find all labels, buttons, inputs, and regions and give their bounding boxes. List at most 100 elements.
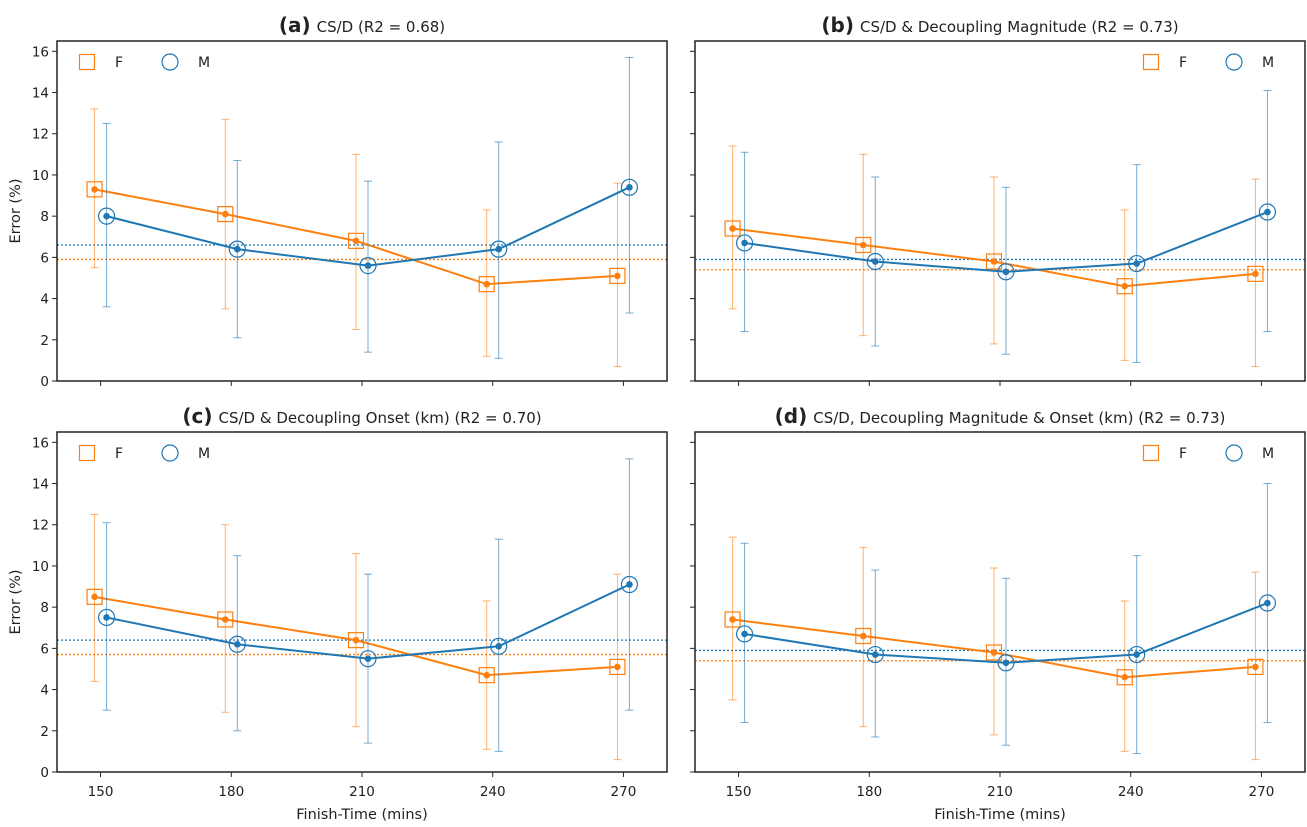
data-point-marker bbox=[609, 658, 626, 676]
x-tick-label: 270 bbox=[1249, 784, 1275, 800]
data-point-marker bbox=[997, 263, 1015, 281]
data-point bbox=[1121, 673, 1129, 681]
data-point bbox=[626, 581, 633, 588]
data-point-marker bbox=[478, 276, 495, 293]
data-point bbox=[1133, 651, 1141, 658]
series-m bbox=[735, 89, 1277, 363]
legend-marker bbox=[161, 53, 179, 71]
data-point-marker bbox=[97, 207, 116, 225]
y-tick-label: 2 bbox=[40, 724, 49, 740]
data-point-marker bbox=[985, 644, 1003, 661]
data-point bbox=[614, 663, 621, 671]
data-point-marker bbox=[1247, 265, 1264, 282]
y-tick-label: 10 bbox=[32, 168, 49, 184]
y-tick-label: 16 bbox=[32, 44, 49, 60]
legend-label: M bbox=[1262, 446, 1274, 462]
data-point bbox=[1121, 282, 1129, 290]
x-tick-label: 180 bbox=[218, 784, 244, 800]
x-axis-label: Finish-Time (mins) bbox=[296, 807, 427, 823]
legend-marker bbox=[1142, 444, 1160, 462]
legend-marker bbox=[1225, 444, 1243, 462]
data-point bbox=[483, 280, 491, 288]
data-point bbox=[221, 210, 229, 218]
data-point bbox=[859, 632, 867, 640]
y-tick-label: 12 bbox=[32, 518, 49, 534]
panel-title: (b) CS/D & Decoupling Magnitude (R2 = 0.7… bbox=[821, 13, 1178, 37]
series-f bbox=[86, 513, 626, 761]
data-point-marker bbox=[347, 232, 365, 249]
panel-title-text: CS/D & Decoupling Onset (km) (R2 = 0.70) bbox=[218, 409, 541, 427]
legend-label: F bbox=[1179, 55, 1187, 71]
data-point-marker bbox=[347, 632, 365, 649]
plot-frame bbox=[694, 40, 1306, 382]
data-point-marker bbox=[735, 234, 754, 252]
legend-marker bbox=[78, 444, 96, 462]
data-point-marker bbox=[724, 611, 741, 628]
y-tick-label: 16 bbox=[32, 435, 49, 451]
panel-letter: (d) bbox=[775, 404, 808, 428]
plot-frame bbox=[694, 431, 1306, 773]
data-point-marker bbox=[1128, 645, 1146, 664]
data-point-marker bbox=[217, 611, 234, 628]
data-point bbox=[233, 640, 241, 648]
series-m bbox=[97, 458, 639, 752]
data-point-marker bbox=[1116, 669, 1133, 686]
data-point-marker bbox=[359, 650, 377, 668]
panel-letter: (c) bbox=[182, 404, 212, 428]
data-point-marker bbox=[985, 253, 1003, 270]
data-point-marker bbox=[228, 240, 246, 258]
data-point bbox=[364, 262, 372, 269]
data-point-marker bbox=[620, 178, 639, 196]
panel-letter: (a) bbox=[279, 13, 311, 37]
panel-title-text: CS/D, Decoupling Magnitude & Onset (km) … bbox=[813, 409, 1225, 427]
data-point-marker bbox=[217, 205, 234, 223]
data-point bbox=[221, 616, 229, 623]
data-point-marker bbox=[490, 240, 508, 258]
plot-frame bbox=[56, 431, 668, 773]
data-point bbox=[233, 245, 241, 253]
data-point bbox=[1252, 270, 1259, 278]
x-tick-label: 240 bbox=[480, 784, 506, 800]
panel-title-text: CS/D (R2 = 0.68) bbox=[317, 18, 446, 36]
panel-title: (d) CS/D, Decoupling Magnitude & Onset (k… bbox=[775, 404, 1226, 428]
data-point-marker bbox=[490, 637, 508, 655]
y-tick-label: 10 bbox=[32, 559, 49, 575]
data-point bbox=[729, 616, 736, 623]
data-point bbox=[91, 593, 98, 601]
data-point-marker bbox=[478, 667, 495, 684]
data-point-marker bbox=[228, 635, 246, 653]
data-point bbox=[364, 655, 372, 662]
data-point bbox=[103, 212, 110, 220]
data-point bbox=[614, 272, 621, 280]
data-point-marker bbox=[609, 267, 626, 285]
data-point bbox=[352, 636, 360, 644]
data-point bbox=[103, 614, 110, 621]
legend-label: F bbox=[115, 446, 123, 462]
data-point-marker bbox=[1128, 254, 1146, 273]
legend-label: M bbox=[198, 446, 210, 462]
data-point-marker bbox=[866, 252, 884, 271]
y-tick-label: 4 bbox=[40, 683, 49, 699]
panel-title: (a) CS/D (R2 = 0.68) bbox=[279, 13, 445, 37]
data-point bbox=[1252, 663, 1259, 671]
chart-panel: (b) CS/D & Decoupling Magnitude (R2 = 0.7… bbox=[690, 13, 1306, 386]
x-tick-label: 270 bbox=[611, 784, 637, 800]
x-axis-label: Finish-Time (mins) bbox=[934, 807, 1065, 823]
data-point bbox=[1002, 659, 1010, 667]
chart-panel: (d) CS/D, Decoupling Magnitude & Onset (k… bbox=[690, 404, 1306, 823]
y-tick-label: 6 bbox=[40, 641, 49, 657]
data-point-marker bbox=[86, 181, 103, 198]
data-point bbox=[352, 237, 360, 245]
x-tick-label: 210 bbox=[987, 784, 1013, 800]
legend-label: F bbox=[115, 55, 123, 71]
legend-marker bbox=[1142, 53, 1160, 71]
legend-marker bbox=[1225, 53, 1243, 71]
y-axis-label: Error (%) bbox=[8, 569, 24, 634]
data-point-marker bbox=[855, 236, 872, 254]
panel-letter: (b) bbox=[821, 13, 854, 37]
x-tick-label: 210 bbox=[349, 784, 375, 800]
data-point bbox=[871, 258, 879, 265]
y-tick-label: 12 bbox=[32, 127, 49, 143]
